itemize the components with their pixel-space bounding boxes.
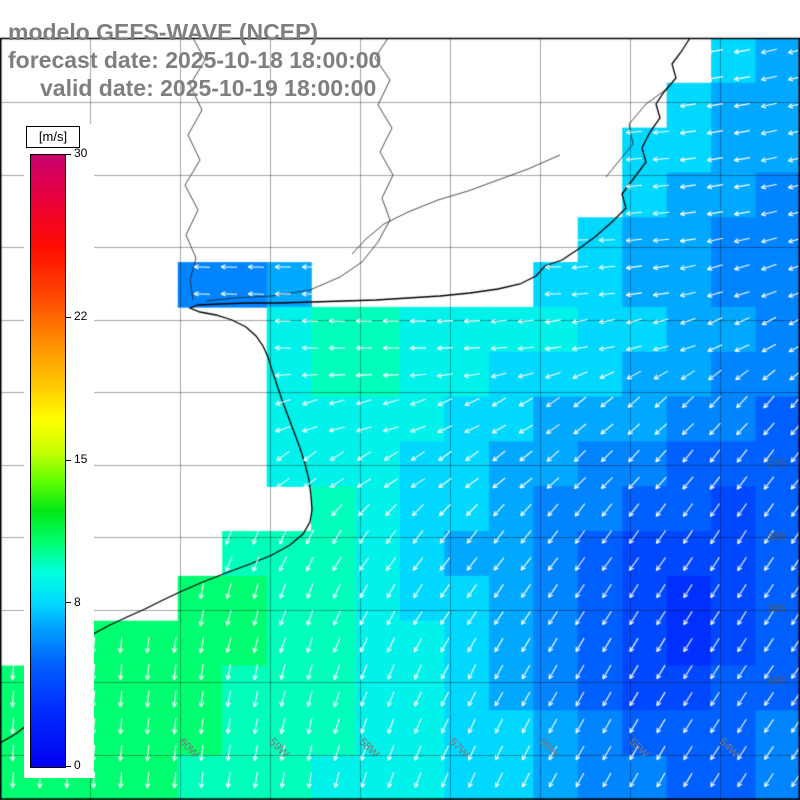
colorbar-tick-label: 15 <box>74 452 88 466</box>
lat-label: 39S <box>767 603 787 615</box>
colorbar-tick-label: 22 <box>74 309 88 324</box>
colorbar-tick-label: 30 <box>74 146 88 160</box>
title-block: modelo GEFS-WAVE (NCEP) forecast date: 2… <box>8 18 381 102</box>
lat-label: 40S <box>767 675 787 687</box>
lat-label: 37S <box>767 458 787 470</box>
colorbar-tick-label: 0 <box>74 758 81 772</box>
colorbar-legend: [m/s] 30 22 15 8 0 <box>24 124 94 778</box>
colorbar-tick-label: 8 <box>74 594 81 609</box>
colorbar-tick-mark <box>65 153 71 155</box>
valid-date-line: valid date: 2025-10-19 18:00:00 <box>40 75 377 101</box>
colorbar-tick-mark <box>65 316 71 318</box>
colorbar-tick-mark <box>65 459 71 461</box>
model-title: modelo GEFS-WAVE (NCEP) <box>8 19 319 45</box>
colorbar-gradient <box>30 154 66 768</box>
colorbar-unit-label: [m/s] <box>26 126 80 148</box>
forecast-date-line: forecast date: 2025-10-18 18:00:00 <box>8 47 382 73</box>
colorbar-tick-mark <box>65 602 71 604</box>
lat-label: 38S <box>767 531 787 543</box>
colorbar-tick-mark <box>65 765 71 767</box>
